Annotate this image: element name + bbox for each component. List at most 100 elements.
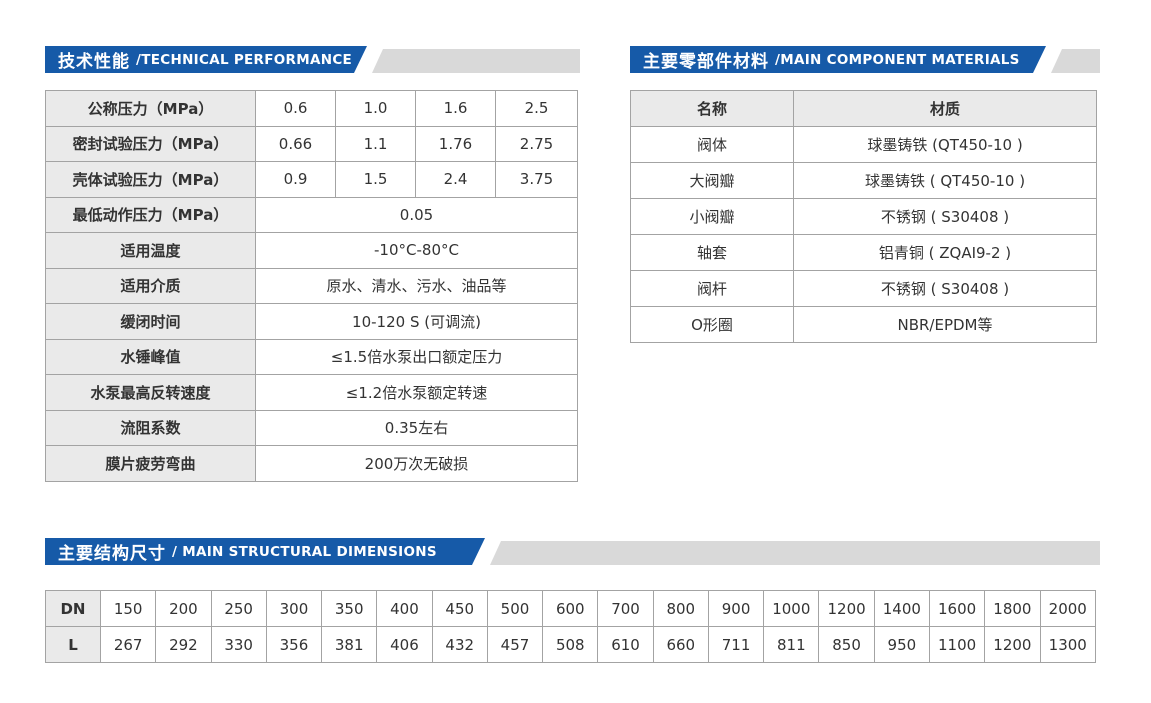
dim-value: 356 [265,626,323,663]
tech-row: 水锤峰值 ≤1.5倍水泵出口额定压力 [45,338,578,375]
section-title-en: /MAIN COMPONENT MATERIALS [775,51,1020,68]
mat-row: 阀杆 不锈钢 ( S30408 ) [630,270,1097,307]
tech-row-value: 0.05 [255,196,578,233]
technical-performance-table: 公称压力（MPa） 0.6 1.0 1.6 2.5 密封试验压力（MPa） 0.66 1.1 1… [45,90,578,482]
banner-gray-strip [372,49,580,73]
component-materials-table: 名称 材质 阀体 球墨铸铁 (QT450-10 ) 大阀瓣 球墨铸铁 ( QT450-10… [630,90,1097,343]
mat-row: 小阀瓣 不锈钢 ( S30408 ) [630,198,1097,235]
component-materials-banner: 主要零部件材料 /MAIN COMPONENT MATERIALS [630,46,1100,73]
dim-value: 700 [597,590,654,627]
dim-value: 300 [265,590,323,627]
dim-value: 1400 [873,590,930,627]
dim-value: 1800 [984,590,1041,627]
dim-value: 1000 [763,590,820,627]
tech-row: 缓闭时间 10-120 S (可调流) [45,303,578,340]
dim-value: 1200 [984,626,1041,663]
tech-row: 适用温度 -10°C-80°C [45,232,578,269]
mat-part-name: 小阀瓣 [630,198,794,235]
tech-row-value: 3.75 [495,161,578,198]
dim-value: 2000 [1039,590,1097,627]
mat-row: 阀体 球墨铸铁 (QT450-10 ) [630,126,1097,163]
dim-value: 292 [155,626,212,663]
structural-dimensions-table: DN 150 200 250 300 350 400 450 500 600 700 800 900 10… [45,590,1097,663]
banner-blue-plate: 主要结构尺寸 / MAIN STRUCTURAL DIMENSIONS [45,538,485,565]
dim-value: 850 [818,626,875,663]
section-title-zh: 主要零部件材料 [643,52,769,72]
mat-row: 轴套 铝青铜 ( ZQAI9-2 ) [630,234,1097,271]
tech-row: 最低动作压力（MPa） 0.05 [45,196,578,233]
mat-header-row: 名称 材质 [630,90,1097,127]
tech-row-label: 壳体试验压力（MPa） [45,161,256,198]
banner-blue-plate: 主要零部件材料 /MAIN COMPONENT MATERIALS [630,46,1046,73]
dim-row-dn: DN 150 200 250 300 350 400 450 500 600 700 800 900 10… [45,590,1097,627]
tech-row-value: 原水、清水、污水、油品等 [255,267,578,304]
mat-row: O形圈 NBR/EPDM等 [630,306,1097,343]
dim-value: 267 [99,626,157,663]
tech-row-value: 1.1 [335,125,416,162]
tech-row-label: 膜片疲劳弯曲 [45,445,256,482]
dim-value: 1100 [928,626,986,663]
banner-gray-strip [1051,49,1100,73]
tech-row: 水泵最高反转速度 ≤1.2倍水泵额定转速 [45,374,578,411]
tech-row-value: 0.6 [255,90,336,127]
dim-value: 500 [486,590,544,627]
tech-row-label: 流阻系数 [45,409,256,446]
dim-value: 610 [597,626,654,663]
dim-value: 950 [873,626,930,663]
tech-row-label: 缓闭时间 [45,303,256,340]
banner-blue-plate: 技术性能 /TECHNICAL PERFORMANCE [45,46,367,73]
section-title-en: /TECHNICAL PERFORMANCE [136,51,353,68]
mat-part-material: NBR/EPDM等 [793,306,1097,343]
mat-part-name: 阀体 [630,126,794,163]
tech-row-label: 水泵最高反转速度 [45,374,256,411]
tech-row-value: -10°C-80°C [255,232,578,269]
dim-row-header: L [45,626,101,663]
tech-row-label: 适用温度 [45,232,256,269]
section-title-zh: 主要结构尺寸 [58,544,166,564]
structural-dimensions-banner: 主要结构尺寸 / MAIN STRUCTURAL DIMENSIONS [45,538,1100,565]
tech-row-value: ≤1.2倍水泵额定转速 [255,374,578,411]
mat-part-material: 球墨铸铁 ( QT450-10 ) [793,162,1097,199]
tech-row-label: 最低动作压力（MPa） [45,196,256,233]
dim-value: 457 [486,626,544,663]
tech-row-value: ≤1.5倍水泵出口额定压力 [255,338,578,375]
tech-row-value: 1.5 [335,161,416,198]
dim-value: 811 [763,626,820,663]
mat-col-header-material: 材质 [793,90,1097,127]
tech-row: 流阻系数 0.35左右 [45,409,578,446]
tech-row-value: 0.35左右 [255,409,578,446]
tech-row-label: 公称压力（MPa） [45,90,256,127]
dim-value: 150 [99,590,157,627]
banner-gray-strip [490,541,1100,565]
dim-value: 900 [707,590,765,627]
section-title-en: / MAIN STRUCTURAL DIMENSIONS [172,543,437,560]
dim-value: 1200 [818,590,875,627]
dim-value: 200 [155,590,212,627]
tech-row-value: 2.4 [415,161,496,198]
mat-part-name: 阀杆 [630,270,794,307]
mat-part-material: 铝青铜 ( ZQAI9-2 ) [793,234,1097,271]
tech-row: 适用介质 原水、清水、污水、油品等 [45,267,578,304]
dim-value: 450 [431,590,488,627]
dim-row-l: L 267 292 330 356 381 406 432 457 508 610 660 711 811… [45,626,1097,663]
tech-row-value: 0.66 [255,125,336,162]
tech-row-value: 0.9 [255,161,336,198]
tech-row-value: 2.5 [495,90,578,127]
section-title-zh: 技术性能 [58,52,130,72]
dim-value: 350 [321,590,378,627]
tech-row: 公称压力（MPa） 0.6 1.0 1.6 2.5 [45,90,578,127]
tech-row: 壳体试验压力（MPa） 0.9 1.5 2.4 3.75 [45,161,578,198]
mat-col-header-name: 名称 [630,90,794,127]
mat-part-name: 轴套 [630,234,794,271]
tech-row-label: 水锤峰值 [45,338,256,375]
dim-value: 330 [210,626,267,663]
dim-value: 711 [707,626,765,663]
tech-row-value: 10-120 S (可调流) [255,303,578,340]
tech-row-value: 1.76 [415,125,496,162]
tech-row-value: 200万次无破损 [255,445,578,482]
tech-row-value: 2.75 [495,125,578,162]
tech-row-value: 1.6 [415,90,496,127]
tech-row-label: 适用介质 [45,267,256,304]
mat-row: 大阀瓣 球墨铸铁 ( QT450-10 ) [630,162,1097,199]
